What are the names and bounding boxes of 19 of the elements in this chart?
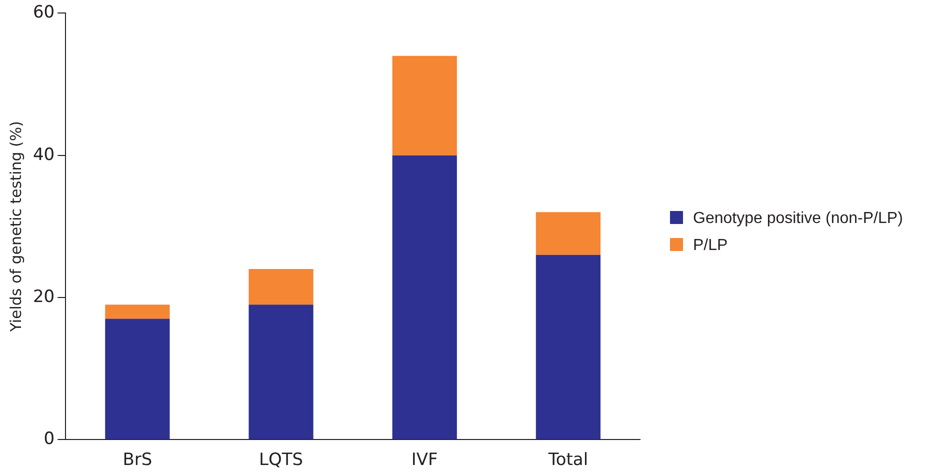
- bar: [248, 269, 314, 305]
- bar: [105, 304, 170, 319]
- bar: [105, 318, 170, 440]
- bar: [536, 254, 601, 440]
- x-tick-label: Total: [547, 450, 588, 470]
- bar: [536, 212, 601, 255]
- y-tick-label: 0: [44, 429, 55, 450]
- y-tick-label: 20: [32, 286, 55, 307]
- y-axis-title: Yields of genetic testing (%): [6, 120, 25, 333]
- x-tick-label: LQTS: [259, 450, 304, 470]
- y-tick-label: 40: [32, 144, 55, 165]
- legend-label: P/LP: [693, 237, 728, 254]
- bar: [392, 155, 457, 440]
- x-tick-label: BrS: [122, 450, 152, 470]
- bar: [248, 304, 314, 440]
- bar: [392, 56, 457, 156]
- x-tick-label: IVF: [411, 450, 438, 470]
- y-tick-label: 60: [32, 2, 55, 23]
- legend-label: Genotype positive (non-P/LP): [693, 210, 903, 227]
